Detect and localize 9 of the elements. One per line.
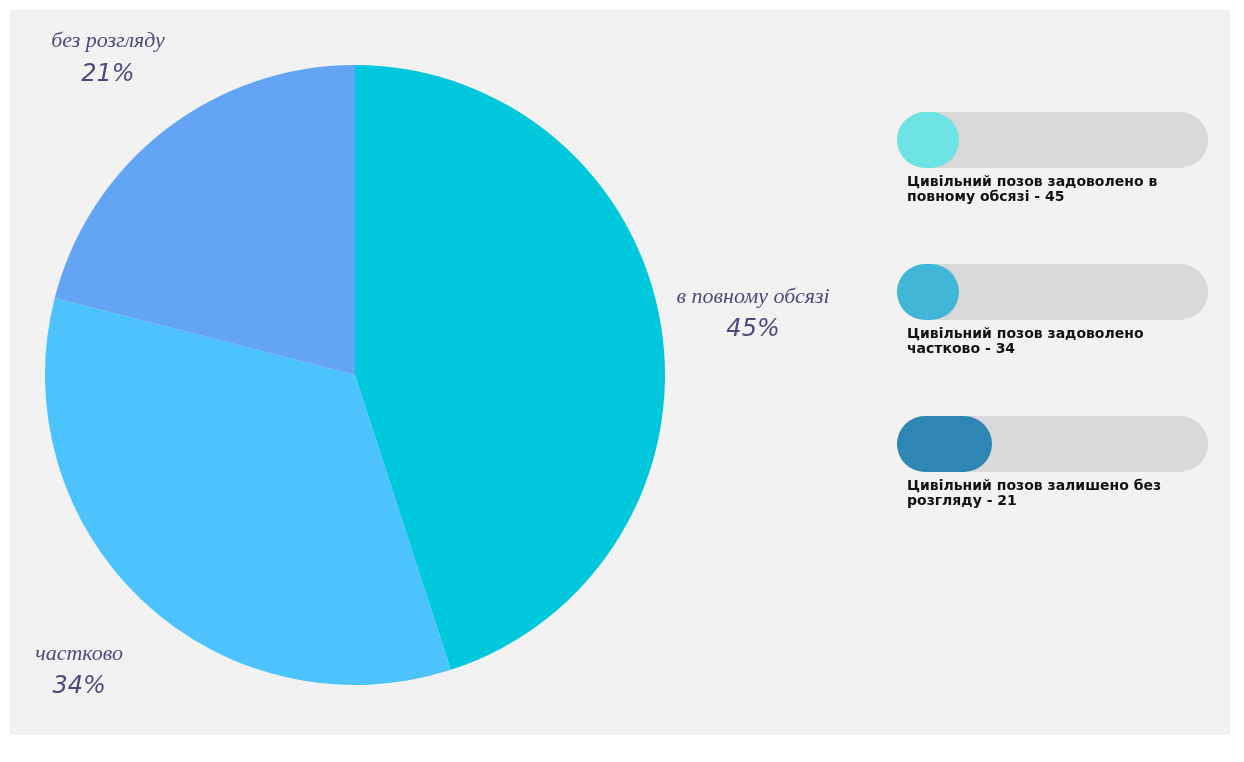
text: Цивільний позов залишено без розгляду - 21 [907,477,1163,508]
slice-label: в повному обсязі [676,282,830,308]
data-label: 45% [726,314,780,343]
text: Цивільний позов задоволено частково - 34 [907,325,1145,356]
slice-label: частково [35,639,124,665]
text: Цивільний позов задоволено в повному обсязі - 45 [907,173,1159,204]
data-label: 21% [81,58,135,87]
data-label: 34% [52,671,106,700]
slice-label: без розгляду [51,27,166,53]
